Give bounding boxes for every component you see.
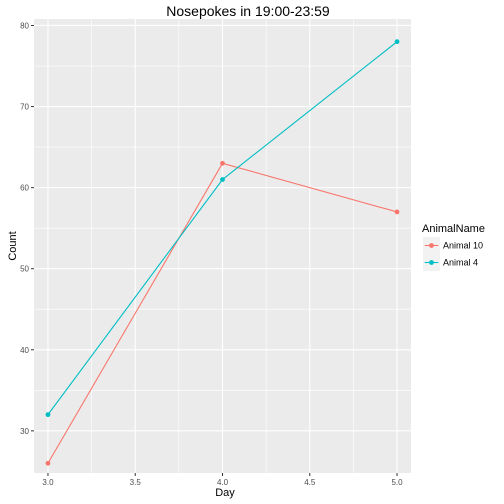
major-gridlines — [34, 19, 411, 473]
x-axis-ticks: 3.0 3.5 4.0 4.5 5.0 — [42, 473, 403, 487]
x-tick-label: 3.5 — [130, 478, 142, 487]
y-tick-label: 50 — [20, 265, 29, 274]
legend-item: Animal 4 — [423, 254, 478, 271]
y-tick-label: 30 — [20, 427, 29, 436]
y-tick-label: 80 — [20, 21, 29, 30]
legend-title: AnimalName — [422, 223, 485, 235]
series — [45, 39, 400, 418]
y-axis-ticks: 30 40 50 60 70 80 — [20, 21, 34, 436]
series-layer — [45, 39, 400, 466]
legend: AnimalName Animal 10 Animal 4 — [422, 223, 485, 271]
series — [45, 160, 400, 466]
legend-key-point — [429, 243, 434, 248]
y-tick-label: 40 — [20, 346, 29, 355]
data-point — [394, 39, 400, 45]
data-point — [220, 177, 225, 182]
x-tick-label: 5.0 — [391, 478, 403, 487]
chart-title: Nosepokes in 19:00-23:59 — [166, 3, 330, 19]
data-point — [45, 412, 51, 418]
legend-key-point — [429, 260, 434, 265]
data-point — [394, 209, 400, 215]
x-tick-label: 4.0 — [217, 478, 229, 487]
y-axis-title: Count — [7, 231, 19, 260]
x-tick-label: 4.5 — [304, 478, 316, 487]
x-tick-label: 3.0 — [42, 478, 54, 487]
legend-label: Animal 10 — [443, 241, 483, 251]
y-tick-label: 70 — [20, 103, 29, 112]
data-point — [45, 460, 51, 466]
data-point — [220, 160, 225, 166]
x-axis-title: Day — [215, 487, 235, 499]
legend-label: Animal 4 — [443, 258, 478, 268]
legend-item: Animal 10 — [423, 237, 483, 254]
y-tick-label: 60 — [20, 184, 29, 193]
